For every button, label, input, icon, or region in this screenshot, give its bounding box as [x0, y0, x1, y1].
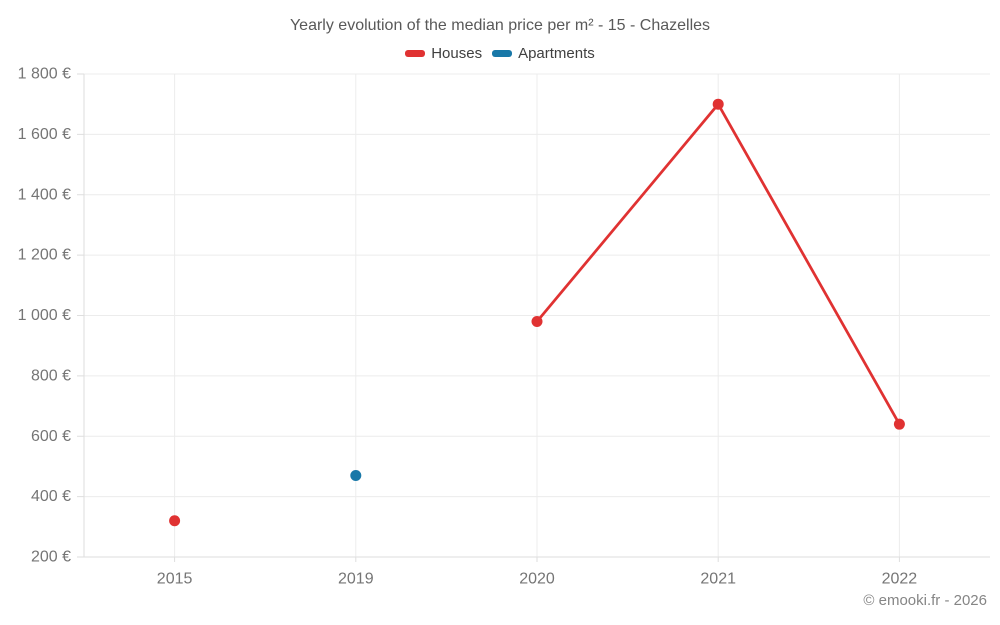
x-tick-label: 2022 [882, 571, 918, 588]
series-line-houses [716, 102, 901, 426]
x-tick-label: 2015 [157, 571, 193, 588]
chart-title: Yearly evolution of the median price per… [289, 17, 711, 34]
y-tick-label: 1 400 € [18, 186, 71, 203]
attribution: © emooki.fr - 2026 [863, 592, 987, 609]
data-point-houses-2015[interactable] [169, 515, 181, 527]
y-tick-label: 400 € [31, 488, 71, 505]
legend-label-apartments: Apartments [518, 45, 595, 62]
chart-legend: Houses Apartments [0, 45, 1000, 62]
legend-item-apartments[interactable]: Apartments [492, 45, 595, 62]
data-point-apartments-2019[interactable] [350, 469, 362, 481]
x-tick-label: 2019 [338, 571, 374, 588]
x-tick-label: 2020 [519, 571, 555, 588]
y-tick-label: 1 200 € [18, 247, 71, 264]
legend-label-houses: Houses [431, 45, 483, 62]
y-tick-label: 1 000 € [18, 307, 71, 324]
y-tick-label: 800 € [31, 367, 71, 384]
y-tick-label: 600 € [31, 428, 71, 445]
y-tick-label: 200 € [31, 549, 71, 566]
legend-swatch-apartments-icon [492, 50, 513, 57]
legend-swatch-houses-icon [405, 50, 426, 57]
data-point-houses-2022[interactable] [893, 418, 905, 430]
x-tick-label: 2021 [700, 571, 736, 588]
data-point-houses-2021[interactable] [712, 98, 724, 110]
legend-item-houses[interactable]: Houses [405, 45, 482, 62]
y-tick-label: 1 600 € [18, 126, 71, 143]
series-line-houses [535, 102, 720, 323]
y-tick-label: 1 800 € [18, 66, 71, 83]
data-point-houses-2020[interactable] [531, 316, 543, 328]
